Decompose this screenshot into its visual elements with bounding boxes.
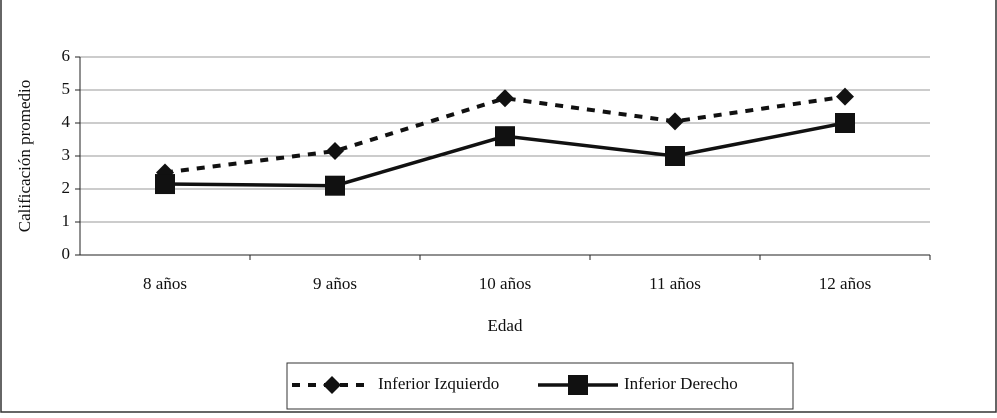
x-tick-label: 9 años	[313, 274, 357, 293]
x-tick-label: 10 años	[479, 274, 531, 293]
legend-box	[286, 362, 794, 410]
marker-diamond	[666, 112, 684, 131]
y-tick-label: 0	[62, 244, 71, 263]
marker-square	[325, 175, 345, 196]
marker-diamond	[323, 376, 341, 394]
marker-square	[568, 375, 588, 395]
legend-label: Inferior Derecho	[624, 374, 738, 393]
marker-square	[495, 126, 515, 147]
series-line	[164, 94, 846, 175]
marker-diamond	[496, 89, 514, 108]
marker-square	[155, 174, 175, 195]
y-tick-label: 4	[62, 112, 71, 131]
y-tick-label: 5	[62, 79, 71, 98]
legend-label: Inferior Izquierdo	[378, 374, 499, 393]
x-axis-title: Edad	[488, 316, 523, 335]
y-tick-label: 2	[62, 178, 71, 197]
y-tick-label: 1	[62, 211, 71, 230]
y-tick-label: 6	[62, 46, 71, 65]
y-tick-label: 3	[62, 145, 71, 164]
x-tick-label: 12 años	[819, 274, 871, 293]
x-tick-label: 11 años	[649, 274, 701, 293]
marker-diamond	[836, 87, 854, 106]
y-axis-title: Calificación promedio	[15, 80, 34, 232]
marker-square	[835, 113, 855, 133]
marker-square	[665, 146, 685, 166]
x-tick-label: 8 años	[143, 274, 187, 293]
marker-diamond	[326, 142, 344, 161]
